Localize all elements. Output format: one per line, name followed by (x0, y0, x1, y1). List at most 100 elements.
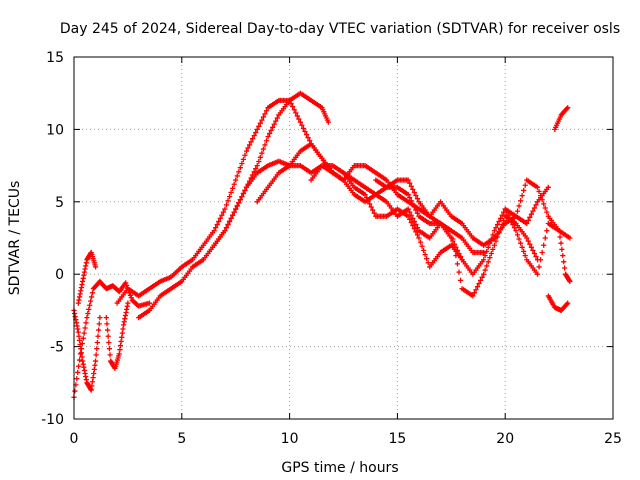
data-point (371, 210, 377, 216)
data-point (75, 369, 81, 376)
data-point (522, 252, 528, 259)
data-point (262, 142, 268, 148)
data-point (257, 120, 263, 126)
data-points (71, 90, 573, 400)
data-point (294, 113, 300, 119)
data-point (560, 252, 566, 259)
plot-frame (73, 56, 614, 420)
data-point (260, 114, 267, 120)
data-point (256, 158, 262, 165)
data-point (414, 232, 421, 238)
data-point (125, 300, 131, 306)
data-point (231, 209, 237, 215)
data-point (407, 180, 413, 186)
data-point (565, 105, 571, 111)
data-point (236, 169, 242, 175)
series-track-6 (136, 97, 347, 321)
x-tick-label: 25 (604, 431, 622, 447)
data-point (228, 215, 234, 221)
data-point (417, 239, 424, 245)
data-point (237, 165, 243, 171)
y-tick-label: -5 (50, 340, 64, 356)
data-point (470, 293, 476, 299)
series-track-12 (502, 206, 573, 285)
data-point (128, 295, 134, 301)
data-point (97, 315, 103, 321)
data-point (106, 339, 112, 346)
data-point (533, 202, 539, 208)
axis-ticks (73, 56, 614, 420)
data-point (413, 207, 419, 213)
data-point (542, 235, 548, 241)
data-point (522, 182, 528, 188)
data-point (293, 110, 299, 116)
data-point (95, 333, 101, 339)
data-point (514, 232, 521, 238)
data-point (231, 181, 237, 187)
data-point (530, 208, 536, 214)
x-tick-label: 0 (70, 431, 79, 447)
data-point (239, 194, 245, 200)
data-point (248, 139, 254, 145)
data-point (531, 205, 538, 211)
data-point (242, 187, 248, 194)
data-point (368, 204, 374, 210)
data-point (245, 145, 251, 151)
data-point (253, 129, 259, 136)
data-point (408, 219, 414, 226)
data-point (303, 131, 310, 138)
data-point (250, 136, 256, 142)
data-point (216, 218, 222, 225)
grid (74, 57, 613, 419)
data-point (559, 246, 565, 252)
data-point (508, 218, 514, 225)
data-point (521, 187, 527, 194)
series-track-10 (340, 170, 551, 277)
data-point (533, 254, 539, 260)
data-point (510, 221, 516, 228)
data-point (524, 235, 530, 241)
data-point (223, 225, 230, 231)
data-point (72, 388, 78, 394)
data-point (81, 330, 87, 336)
data-point (564, 301, 570, 307)
data-point (225, 198, 231, 204)
data-point (408, 183, 414, 189)
data-point (539, 197, 545, 203)
data-point (410, 186, 416, 192)
data-point (263, 108, 270, 114)
data-point (262, 111, 268, 117)
series-track-8 (254, 141, 487, 256)
data-point (146, 300, 153, 306)
data-point (414, 225, 421, 231)
series-track-14 (552, 105, 571, 132)
data-point (504, 209, 510, 215)
data-point (514, 208, 521, 214)
data-point (410, 222, 416, 229)
data-point (484, 248, 490, 255)
data-point (413, 192, 419, 199)
data-point (76, 363, 82, 369)
data-point (92, 358, 99, 364)
data-point (233, 206, 239, 212)
data-point (411, 226, 417, 232)
data-point (408, 212, 414, 218)
data-point (411, 218, 417, 225)
data-point (273, 118, 279, 124)
data-point (474, 284, 481, 290)
data-point (528, 244, 534, 250)
data-point (225, 221, 231, 228)
data-point (230, 185, 236, 191)
data-point (83, 320, 89, 326)
data-point (507, 215, 513, 221)
data-point (271, 121, 277, 127)
data-point (497, 215, 504, 221)
data-point (96, 327, 102, 333)
data-point (536, 264, 542, 270)
data-point (325, 119, 332, 125)
data-point (223, 202, 230, 208)
data-point (370, 207, 376, 213)
data-point (448, 228, 454, 234)
data-point (362, 191, 368, 198)
data-point (105, 333, 111, 339)
